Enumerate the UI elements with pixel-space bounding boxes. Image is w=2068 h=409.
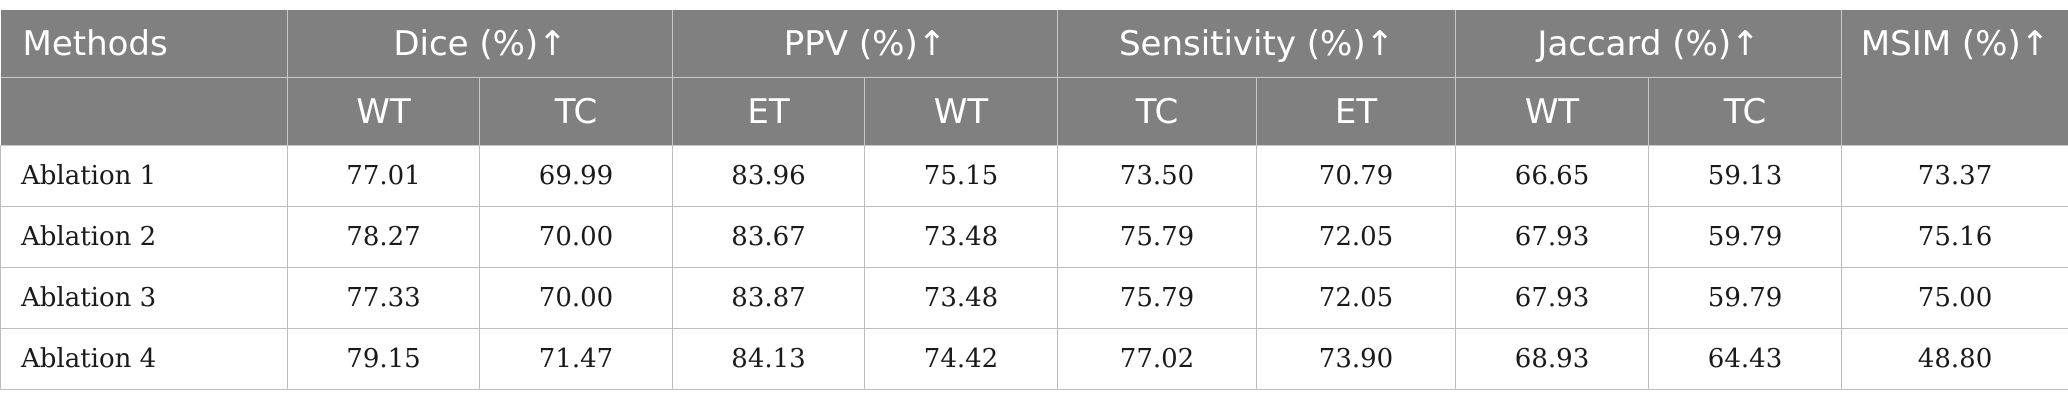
sub-header-sensitivity-et: ET	[1256, 77, 1457, 146]
value-cell: 79.15	[287, 328, 480, 390]
value-cell: 72.05	[1255, 206, 1457, 268]
sub-header-sensitivity-tc: TC	[1057, 77, 1257, 146]
value-cell: 73.90	[1255, 328, 1457, 390]
method-cell: Ablation 1	[0, 145, 288, 207]
value-cell: 77.02	[1057, 328, 1257, 390]
value-cell: 74.42	[864, 328, 1058, 390]
methods-header-spacer	[0, 77, 288, 146]
value-cell: 71.47	[479, 328, 673, 390]
results-table-container: Methods Dice (%)↑ PPV (%)↑ Sensitivity (…	[0, 10, 2068, 390]
msim-header: MSIM (%)↑	[1841, 10, 2068, 146]
value-cell: 78.27	[287, 206, 480, 268]
value-cell: 69.99	[479, 145, 673, 207]
value-cell: 70.79	[1255, 145, 1457, 207]
table-row: Ablation 1 77.01 69.99 83.96 75.15 73.50…	[0, 145, 2068, 207]
value-cell: 70.00	[479, 206, 673, 268]
value-cell: 73.48	[864, 206, 1058, 268]
sub-header-ppv-et: ET	[672, 77, 865, 146]
method-cell: Ablation 2	[0, 206, 288, 268]
table-row: Ablation 3 77.33 70.00 83.87 73.48 75.79…	[0, 267, 2068, 329]
sub-header-jaccard-wt: WT	[1455, 77, 1650, 146]
value-cell: 59.79	[1648, 206, 1843, 268]
value-cell: 73.37	[1841, 145, 2068, 207]
sub-header-ppv-wt: WT	[864, 77, 1058, 146]
value-cell: 59.13	[1648, 145, 1843, 207]
table-row: Ablation 4 79.15 71.47 84.13 74.42 77.02…	[0, 328, 2068, 390]
method-cell: Ablation 4	[0, 328, 288, 390]
value-cell: 75.15	[864, 145, 1058, 207]
value-cell: 59.79	[1648, 267, 1843, 329]
value-cell: 77.01	[287, 145, 480, 207]
value-cell: 48.80	[1841, 328, 2068, 390]
sub-header-dice-tc: TC	[479, 77, 673, 146]
group-header-ppv: PPV (%)↑	[672, 10, 1058, 78]
table-body: Ablation 1 77.01 69.99 83.96 75.15 73.50…	[0, 145, 2068, 390]
sub-header-jaccard-tc: TC	[1648, 77, 1843, 146]
value-cell: 83.96	[672, 145, 865, 207]
value-cell: 83.87	[672, 267, 865, 329]
value-cell: 77.33	[287, 267, 480, 329]
ablation-results-table: Methods Dice (%)↑ PPV (%)↑ Sensitivity (…	[0, 10, 2068, 390]
value-cell: 68.93	[1455, 328, 1650, 390]
value-cell: 66.65	[1455, 145, 1650, 207]
value-cell: 67.93	[1455, 206, 1650, 268]
methods-header: Methods	[0, 10, 288, 78]
header-row-subgroups: WT TC ET WT TC ET WT TC	[0, 77, 2068, 146]
value-cell: 64.43	[1648, 328, 1843, 390]
group-header-sensitivity: Sensitivity (%)↑	[1057, 10, 1457, 78]
table-header: Methods Dice (%)↑ PPV (%)↑ Sensitivity (…	[0, 10, 2068, 146]
group-header-dice: Dice (%)↑	[287, 10, 673, 78]
value-cell: 67.93	[1455, 267, 1650, 329]
value-cell: 75.79	[1057, 267, 1257, 329]
sub-header-dice-wt: WT	[287, 77, 480, 146]
value-cell: 70.00	[479, 267, 673, 329]
value-cell: 75.79	[1057, 206, 1257, 268]
value-cell: 72.05	[1255, 267, 1457, 329]
value-cell: 84.13	[672, 328, 865, 390]
value-cell: 73.50	[1057, 145, 1257, 207]
value-cell: 73.48	[864, 267, 1058, 329]
value-cell: 75.00	[1841, 267, 2068, 329]
method-cell: Ablation 3	[0, 267, 288, 329]
header-row-groups: Methods Dice (%)↑ PPV (%)↑ Sensitivity (…	[0, 10, 2068, 146]
group-header-jaccard: Jaccard (%)↑	[1455, 10, 1843, 78]
value-cell: 83.67	[672, 206, 865, 268]
table-row: Ablation 2 78.27 70.00 83.67 73.48 75.79…	[0, 206, 2068, 268]
value-cell: 75.16	[1841, 206, 2068, 268]
